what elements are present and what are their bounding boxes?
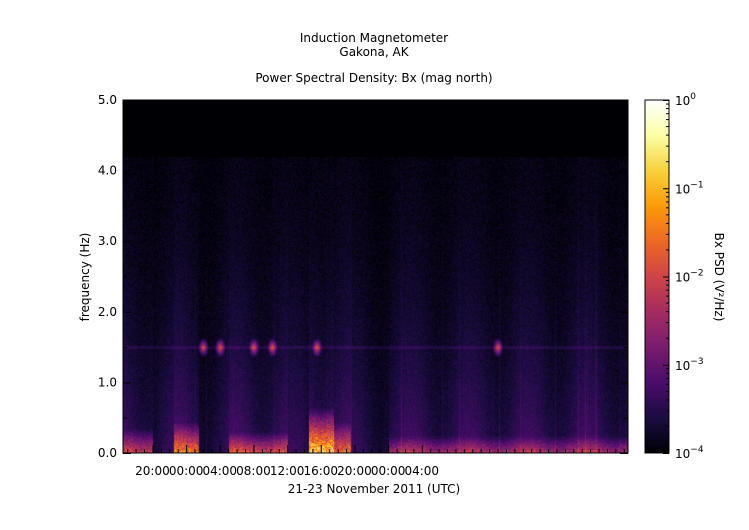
x-axis-ticks: 20:00 00:00 04:00 08:00 12:00 16:00 20:00 00:00…	[127, 100, 625, 478]
x-tick-label: 00:00	[371, 464, 406, 478]
x-tick-label: 04:00	[202, 464, 237, 478]
colorbar-tick-label: 10−3	[675, 357, 704, 373]
chart-subtitle: Gakona, AK	[339, 45, 409, 59]
y-tick-label: 0.0	[98, 446, 117, 460]
colorbar-tick-label: 100	[675, 92, 696, 108]
y-tick-label: 1.0	[98, 375, 117, 389]
x-tick-label: 12:00	[270, 464, 305, 478]
x-tick-label: 04:00	[404, 464, 439, 478]
colorbar-ticks: 100 10−1 10−2 10−3 10−4	[663, 92, 704, 461]
x-tick-label: 16:00	[303, 464, 338, 478]
colorbar-tick-label: 10−4	[675, 445, 704, 461]
spectrogram-heatmap	[123, 100, 628, 453]
plot-area: 20:00 00:00 04:00 08:00 12:00 16:00 20:00 00:00…	[98, 93, 629, 478]
colorbar-tick-label: 10−2	[675, 269, 704, 285]
x-tick-label: 20:00	[337, 464, 372, 478]
x-tick-label: 20:00	[135, 464, 170, 478]
y-tick-label: 5.0	[98, 93, 117, 107]
y-tick-label: 2.0	[98, 305, 117, 319]
x-tick-label: 08:00	[236, 464, 271, 478]
y-tick-label: 4.0	[98, 164, 117, 178]
x-tick-label: 00:00	[169, 464, 204, 478]
y-tick-label: 3.0	[98, 234, 117, 248]
x-axis-label: 21-23 November 2011 (UTC)	[288, 482, 460, 496]
chart-title: Induction Magnetometer	[300, 31, 448, 45]
y-axis-label: frequency (Hz)	[78, 233, 92, 322]
plot-title: Power Spectral Density: Bx (mag north)	[255, 71, 492, 85]
colorbar: 100 10−1 10−2 10−3 10−4 Bx PSD (V²/Hz)	[644, 92, 726, 461]
colorbar-tick-label: 10−1	[675, 180, 704, 196]
y-axis-ticks: 0.0 1.0 2.0 3.0 4.0 5.0	[98, 93, 628, 460]
colorbar-label: Bx PSD (V²/Hz)	[712, 233, 726, 322]
